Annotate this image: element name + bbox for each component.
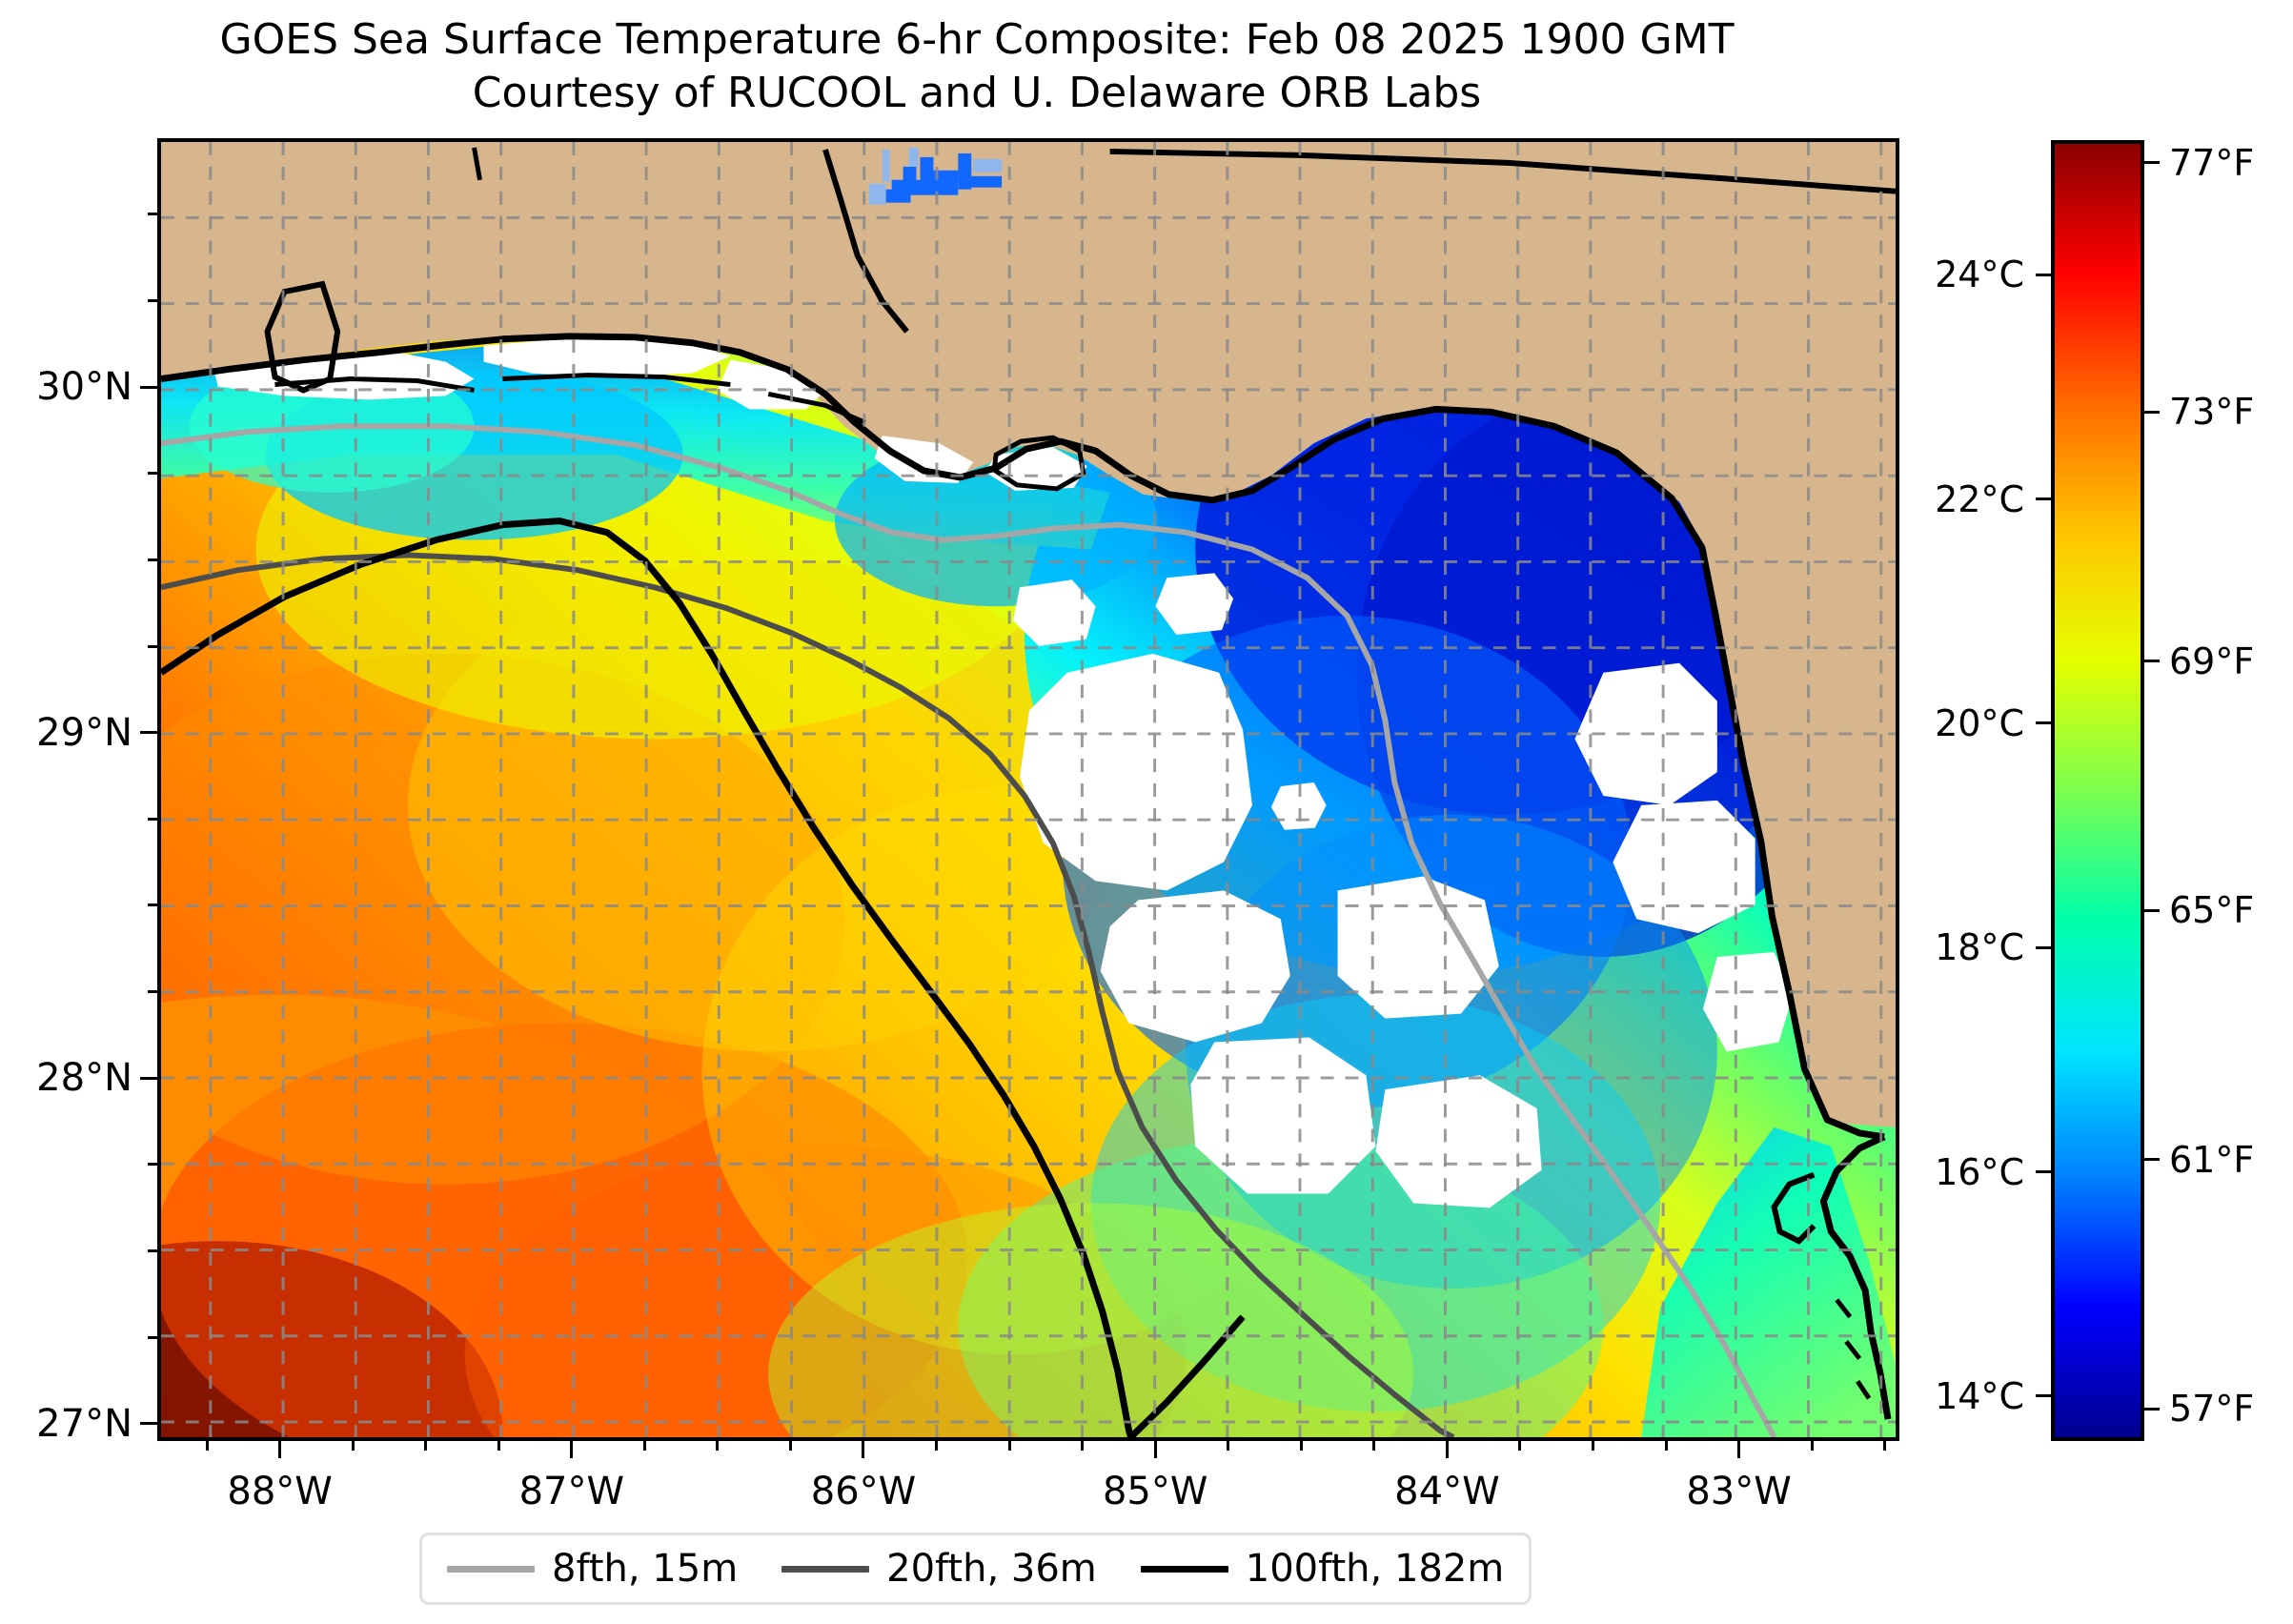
x-axis-label: 83°W bbox=[1686, 1470, 1792, 1513]
colorbar-tick-c bbox=[2036, 721, 2051, 725]
colorbar-tick-f bbox=[2144, 161, 2160, 165]
legend-swatch-20fth bbox=[781, 1565, 870, 1573]
colorbar-gradient bbox=[2051, 140, 2144, 1441]
y-tick bbox=[140, 731, 157, 735]
y-tick bbox=[140, 1076, 157, 1080]
y-axis-label: 27°N bbox=[36, 1401, 132, 1446]
colorbar-label-celsius: 22°C bbox=[1935, 477, 2024, 520]
x-tick bbox=[497, 1441, 500, 1451]
y-axis-label: 29°N bbox=[36, 710, 132, 755]
y-tick bbox=[148, 213, 157, 216]
y-tick bbox=[148, 1163, 157, 1167]
colorbar-label-fahrenheit: 69°F bbox=[2169, 639, 2255, 682]
colorbar-label-fahrenheit: 77°F bbox=[2169, 141, 2255, 184]
x-tick bbox=[1591, 1441, 1594, 1451]
sst-map-plot[interactable] bbox=[157, 138, 1899, 1441]
x-tick bbox=[424, 1441, 428, 1451]
legend-swatch-100fth bbox=[1140, 1565, 1228, 1573]
legend-item-100fth[interactable]: 100fth, 182m bbox=[1140, 1547, 1505, 1591]
x-tick bbox=[1299, 1441, 1303, 1451]
colorbar-tick-c bbox=[2036, 945, 2051, 949]
x-axis-label: 85°W bbox=[1102, 1470, 1208, 1513]
colorbar-label-fahrenheit: 61°F bbox=[2169, 1138, 2255, 1181]
y-tick bbox=[148, 1249, 157, 1253]
title-line-1: GOES Sea Surface Temperature 6-hr Compos… bbox=[219, 15, 1735, 64]
x-tick bbox=[1227, 1441, 1230, 1451]
x-axis-label: 87°W bbox=[518, 1470, 625, 1513]
x-tick bbox=[1737, 1441, 1741, 1458]
colorbar[interactable] bbox=[2051, 140, 2144, 1441]
x-tick bbox=[205, 1441, 209, 1451]
colorbar-label-celsius: 16°C bbox=[1935, 1150, 2024, 1193]
colorbar-tick-c bbox=[2036, 273, 2051, 276]
colorbar-tick-f bbox=[2144, 1158, 2160, 1161]
y-tick bbox=[148, 472, 157, 476]
y-tick bbox=[148, 644, 157, 648]
x-tick bbox=[935, 1441, 939, 1451]
x-tick bbox=[862, 1441, 865, 1458]
x-tick bbox=[1007, 1441, 1011, 1451]
x-tick bbox=[1153, 1441, 1157, 1458]
colorbar-label-fahrenheit: 65°F bbox=[2169, 889, 2255, 932]
x-tick bbox=[1445, 1441, 1449, 1458]
y-tick bbox=[148, 298, 157, 302]
x-tick bbox=[716, 1441, 720, 1451]
colorbar-tick-f bbox=[2144, 908, 2160, 912]
title-line-2: Courtesy of RUCOOL and U. Delaware ORB L… bbox=[472, 69, 1482, 118]
x-axis-label: 88°W bbox=[227, 1470, 333, 1513]
y-tick bbox=[148, 558, 157, 561]
y-tick bbox=[148, 1335, 157, 1339]
colorbar-label-fahrenheit: 57°F bbox=[2169, 1388, 2255, 1430]
y-axis-label: 30°N bbox=[36, 365, 132, 410]
colorbar-tick-f bbox=[2144, 660, 2160, 663]
colorbar-tick-c bbox=[2036, 1394, 2051, 1398]
y-tick bbox=[140, 1422, 157, 1426]
legend-label-8fth: 8fth, 15m bbox=[552, 1547, 739, 1591]
legend-item-8fth[interactable]: 8fth, 15m bbox=[447, 1547, 738, 1591]
legend-item-20fth[interactable]: 20fth, 36m bbox=[781, 1547, 1097, 1591]
colorbar-label-celsius: 24°C bbox=[1935, 254, 2024, 296]
colorbar-label-celsius: 20°C bbox=[1935, 701, 2024, 744]
x-tick bbox=[1664, 1441, 1668, 1451]
y-axis-label: 28°N bbox=[36, 1056, 132, 1101]
x-tick bbox=[1081, 1441, 1085, 1451]
bathymetry-legend[interactable]: 8fth, 15m 20fth, 36m 100fth, 182m bbox=[419, 1533, 1532, 1605]
x-tick bbox=[278, 1441, 282, 1458]
x-tick bbox=[1810, 1441, 1814, 1451]
colorbar-label-celsius: 14°C bbox=[1935, 1374, 2024, 1417]
legend-label-20fth: 20fth, 36m bbox=[886, 1547, 1097, 1591]
x-axis-label: 86°W bbox=[810, 1470, 917, 1513]
y-tick bbox=[148, 903, 157, 907]
colorbar-label-celsius: 18°C bbox=[1935, 926, 2024, 969]
y-tick bbox=[148, 990, 157, 994]
legend-swatch-8fth bbox=[447, 1565, 535, 1573]
x-tick bbox=[570, 1441, 574, 1458]
chart-title: GOES Sea Surface Temperature 6-hr Compos… bbox=[0, 13, 1954, 121]
colorbar-label-fahrenheit: 73°F bbox=[2169, 391, 2255, 434]
y-tick bbox=[148, 817, 157, 821]
colorbar-tick-c bbox=[2036, 497, 2051, 501]
x-axis-label: 84°W bbox=[1394, 1470, 1500, 1513]
colorbar-tick-f bbox=[2144, 1407, 2160, 1411]
colorbar-tick-c bbox=[2036, 1170, 2051, 1174]
sst-raster bbox=[161, 142, 1896, 1437]
x-tick bbox=[1372, 1441, 1376, 1451]
x-tick bbox=[351, 1441, 355, 1451]
x-tick bbox=[1883, 1441, 1887, 1451]
x-tick bbox=[1518, 1441, 1522, 1451]
x-tick bbox=[788, 1441, 792, 1451]
y-tick bbox=[140, 385, 157, 389]
colorbar-tick-f bbox=[2144, 410, 2160, 414]
legend-label-100fth: 100fth, 182m bbox=[1245, 1547, 1505, 1591]
x-tick bbox=[642, 1441, 646, 1451]
